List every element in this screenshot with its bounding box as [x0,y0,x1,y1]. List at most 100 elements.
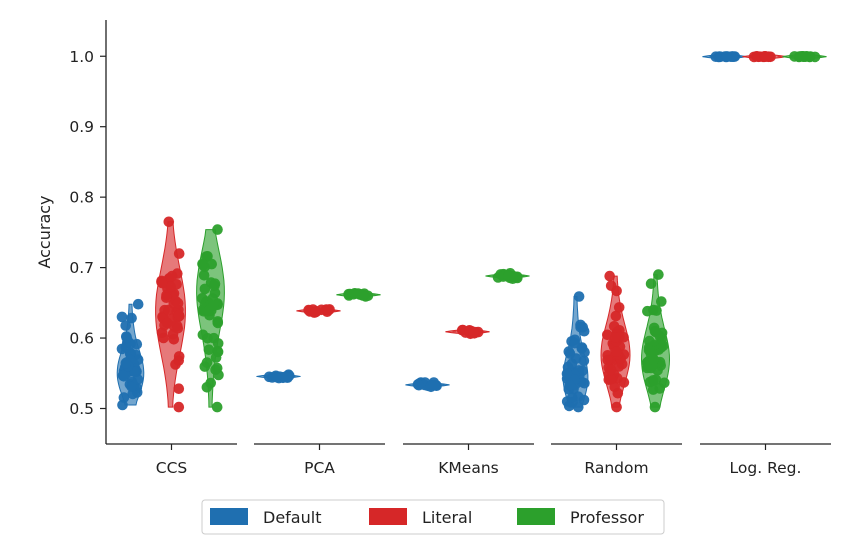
x-tick-label: Random [584,459,648,477]
data-point [126,312,137,324]
data-point [157,277,168,289]
data-point [172,323,184,334]
data-point [644,335,655,347]
data-point [610,310,622,322]
data-point [212,317,224,329]
data-point [648,354,659,365]
data-point [201,357,213,368]
data-point [566,358,578,370]
data-point [121,332,132,343]
data-point [173,351,185,362]
data-point [161,292,172,304]
data-point [613,302,625,313]
data-point [209,278,221,290]
data-point [573,291,585,302]
y-tick-label: 1.0 [69,48,94,66]
x-tick-label: PCA [304,459,335,477]
data-point [609,332,621,343]
data-point [611,401,622,413]
data-point [644,376,656,388]
data-point [197,329,209,341]
y-tick-label: 0.6 [69,330,94,348]
data-point [210,352,222,363]
data-point [163,304,174,316]
data-point [173,401,185,413]
data-point [212,224,223,235]
data-point [163,216,175,228]
data-point [198,270,210,281]
y-tick-label: 0.5 [69,400,94,418]
data-point [412,379,424,390]
y-axis-label: Accuracy [35,195,54,268]
legend: Default Literal Professor [201,499,665,535]
data-point [323,304,334,316]
x-tick-label: CCS [156,459,187,477]
data-point [165,281,176,293]
data-point [210,364,221,376]
data-point [158,332,169,344]
data-point [605,373,617,385]
data-point [172,297,184,309]
violins-layer [116,51,827,413]
data-point [604,270,615,282]
legend-label: Professor [570,508,644,527]
data-point [211,401,223,413]
data-point [161,317,173,329]
data-point [656,296,667,307]
data-point [270,371,282,383]
data-point [208,300,219,312]
data-point [117,370,129,381]
data-point [132,298,144,310]
data-point [116,343,128,355]
data-point [561,368,573,380]
legend-label: Literal [422,508,472,527]
data-point [168,334,180,345]
data-point [428,379,440,391]
data-point [116,311,128,323]
data-point [120,320,131,331]
data-point [760,51,772,62]
data-point [349,288,361,299]
data-point [645,278,657,290]
data-point [173,309,185,321]
data-point [468,327,479,339]
legend-swatch [210,508,248,525]
x-tick-label: KMeans [438,459,498,477]
data-point [567,392,578,404]
data-point [641,362,653,374]
data-point [602,354,613,366]
data-point [132,374,144,385]
data-point [205,377,216,389]
data-point [608,321,620,332]
data-point [310,307,321,318]
y-tick-label: 0.7 [69,259,94,277]
data-point [800,51,811,62]
data-point [196,293,208,304]
data-point [578,325,590,337]
data-point [659,377,670,389]
data-point [173,383,185,395]
data-point [605,364,617,376]
data-point [651,305,662,316]
legend-label: Default [263,508,321,527]
data-point [212,338,224,349]
data-point [170,359,181,370]
data-point [197,259,209,271]
data-point [653,269,664,280]
data-point [721,51,733,62]
data-point [357,290,369,301]
data-point [120,357,132,369]
data-point [206,258,217,270]
legend-swatch [369,508,407,525]
data-point [649,325,661,337]
data-point [199,283,211,295]
data-point [579,347,590,358]
data-point [657,340,669,352]
legend-swatch [517,508,555,525]
axes-layer: 0.5 0.6 0.7 0.8 0.9 1.0 CCS PCA KMeans Random Log.… [69,20,831,477]
x-tick-label: Log. Reg. [730,459,802,477]
data-point [507,273,518,285]
data-point [809,51,821,63]
data-point [612,387,624,399]
